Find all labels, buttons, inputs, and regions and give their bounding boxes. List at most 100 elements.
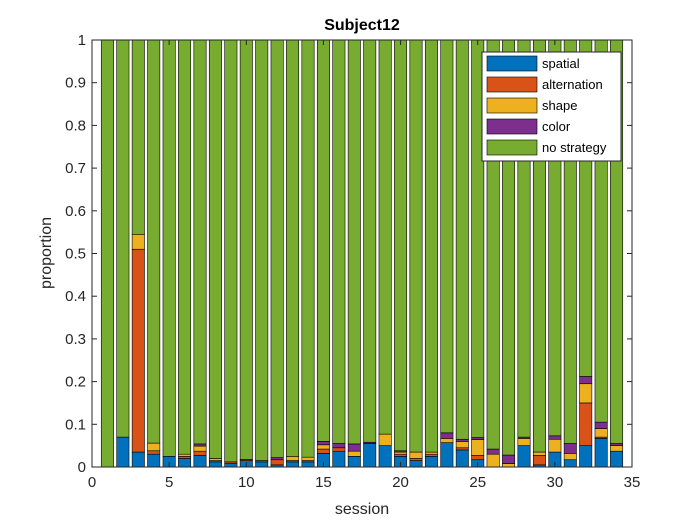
- bar-segment-shape-30: [548, 438, 562, 453]
- legend-swatch-color: [486, 118, 538, 135]
- bar-segment-alternation-25: [471, 455, 485, 461]
- bar-segment-color-16: [332, 443, 346, 449]
- bar-segment-alternation-3: [131, 248, 145, 453]
- bar-segment-spatial-21: [409, 460, 423, 468]
- bar-segment-spatial-14: [301, 461, 315, 468]
- bar-segment-spatial-11: [255, 461, 269, 468]
- bar-segment-shape-24: [455, 441, 469, 449]
- y-axis-label: proportion: [38, 217, 55, 289]
- x-tick-label: 20: [392, 474, 409, 491]
- bar-segment-shape-17: [347, 450, 361, 457]
- y-tick-label: 0.3: [65, 331, 86, 348]
- legend-label-shape: shape: [542, 98, 577, 113]
- bar-segment-shape-29: [532, 451, 546, 456]
- bar-segment-shape-32: [579, 383, 593, 404]
- x-tick-label: 15: [315, 474, 332, 491]
- bar-segment-shape-25: [471, 439, 485, 456]
- x-tick-label: 5: [165, 474, 173, 491]
- bar-segment-shape-7: [193, 445, 207, 452]
- bar-segment-alternation-29: [532, 455, 546, 466]
- y-tick-label: 0.2: [65, 374, 86, 391]
- legend-swatch-alternation: [486, 76, 538, 93]
- bar-segment-spatial-19: [378, 445, 392, 468]
- y-tick-label: 0.9: [65, 75, 86, 92]
- y-tick-label: 0: [78, 459, 86, 476]
- bar-segment-spatial-9: [224, 463, 238, 468]
- y-tick-label: 0.6: [65, 203, 86, 220]
- bar-segment-spatial-8: [208, 461, 222, 468]
- x-axis-label: session: [335, 501, 389, 518]
- x-tick-label: 30: [547, 474, 564, 491]
- y-tick-label: 1: [78, 32, 86, 49]
- bar-segment-color-26: [486, 448, 500, 455]
- bar-segment-spatial-17: [347, 456, 361, 468]
- bar-segment-alternation-16: [332, 447, 346, 452]
- bar-segment-spatial-28: [517, 445, 531, 468]
- bar-segment-shape-23: [440, 438, 454, 443]
- bar-segment-color-15: [316, 441, 330, 446]
- y-tick-label: 0.7: [65, 160, 86, 177]
- bar-segment-color-17: [347, 443, 361, 452]
- bar-segment-no-strategy-18: [363, 39, 377, 443]
- bar-segment-alternation-7: [193, 450, 207, 456]
- legend-swatch-no-strategy: [486, 139, 538, 156]
- bar-segment-no-strategy-24: [455, 39, 469, 440]
- bar-segment-color-32: [579, 376, 593, 385]
- bar-segment-no-strategy-23: [440, 39, 454, 434]
- bar-segment-color-25: [471, 437, 485, 440]
- legend-label-no-strategy: no strategy: [542, 140, 607, 155]
- bar-segment-color-7: [193, 443, 207, 447]
- bar-segment-alternation-4: [147, 450, 161, 455]
- bar-segment-spatial-3: [131, 451, 145, 468]
- bar-segment-alternation-32: [579, 402, 593, 446]
- bar-segment-no-strategy-8: [208, 39, 222, 459]
- bar-segment-no-strategy-16: [332, 39, 346, 444]
- bar-segment-shape-33: [594, 428, 608, 438]
- y-tick-label: 0.1: [65, 416, 86, 433]
- bar-segment-color-27: [502, 454, 516, 464]
- bar-segment-spatial-24: [455, 449, 469, 468]
- bar-segment-shape-13: [286, 456, 300, 461]
- bar-segment-alternation-20: [394, 453, 408, 457]
- bar-segment-spatial-33: [594, 438, 608, 468]
- x-tick-label: 10: [238, 474, 255, 491]
- bar-segment-color-24: [455, 438, 469, 442]
- bar-segment-shape-6: [178, 453, 192, 457]
- bar-segment-shape-20: [394, 451, 408, 455]
- bar-segment-spatial-22: [424, 456, 438, 468]
- bar-segment-shape-22: [424, 451, 438, 455]
- axes-group: 0 5 10 15 20 25 30 35 0 0.1 0.2 0.3 0.4 0.5 0.6 0.7 0.8 0…: [65, 32, 640, 491]
- bar-segment-no-strategy-1: [100, 39, 114, 468]
- bar-segment-shape-15: [316, 444, 330, 450]
- bar-segment-no-strategy-20: [394, 39, 408, 452]
- bar-segment-no-strategy-15: [316, 39, 330, 442]
- y-tick-label: 0.5: [65, 246, 86, 263]
- bar-segment-color-31: [563, 443, 577, 454]
- bar-segment-shape-31: [563, 453, 577, 461]
- bar-segment-shape-8: [208, 458, 222, 461]
- bar-segment-color-23: [440, 432, 454, 439]
- bar-segment-alternation-22: [424, 453, 438, 457]
- bar-segment-shape-34: [610, 445, 624, 452]
- bar-segment-no-strategy-14: [301, 39, 315, 458]
- bar-segment-color-30: [548, 435, 562, 440]
- bar-segment-no-strategy-11: [255, 39, 269, 461]
- bar-segment-no-strategy-2: [116, 39, 130, 438]
- bar-segment-no-strategy-3: [131, 39, 145, 235]
- bar-segment-shape-14: [301, 456, 315, 461]
- bar-segment-shape-28: [517, 438, 531, 446]
- bar-segment-spatial-2: [116, 436, 130, 468]
- bar-segment-shape-27: [502, 463, 516, 468]
- bar-segment-no-strategy-7: [193, 39, 207, 445]
- x-tick-label: 35: [624, 474, 641, 491]
- bar-segment-alternation-6: [178, 456, 192, 459]
- bar-segment-spatial-16: [332, 450, 346, 468]
- bar-segment-shape-26: [486, 453, 500, 468]
- bar-segment-no-strategy-13: [286, 39, 300, 457]
- legend-label-spatial: spatial: [542, 56, 580, 71]
- bar-segment-no-strategy-12: [270, 39, 284, 458]
- bar-segment-alternation-15: [316, 448, 330, 454]
- bar-segment-no-strategy-6: [178, 39, 192, 455]
- bar-segment-spatial-18: [363, 443, 377, 468]
